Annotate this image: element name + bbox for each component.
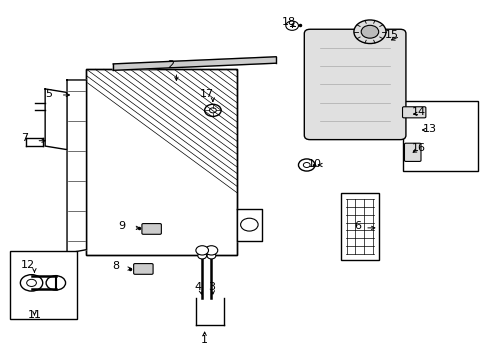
Circle shape <box>204 246 217 255</box>
Bar <box>402 102 477 171</box>
Polygon shape <box>67 80 86 253</box>
Text: 13: 13 <box>423 124 436 134</box>
Circle shape <box>196 246 208 255</box>
Text: 9: 9 <box>118 221 125 231</box>
Text: 16: 16 <box>411 143 425 153</box>
Text: 11: 11 <box>27 310 41 320</box>
FancyBboxPatch shape <box>304 29 405 140</box>
Text: 18: 18 <box>282 17 296 27</box>
Text: 12: 12 <box>21 260 35 270</box>
Polygon shape <box>113 57 276 70</box>
Polygon shape <box>45 89 67 150</box>
Polygon shape <box>237 208 261 241</box>
Text: 8: 8 <box>112 261 119 271</box>
Text: 1: 1 <box>201 335 208 345</box>
Circle shape <box>361 25 378 38</box>
Text: 5: 5 <box>45 89 52 99</box>
Bar <box>10 251 77 319</box>
Bar <box>340 193 378 260</box>
Circle shape <box>27 279 36 287</box>
FancyBboxPatch shape <box>404 143 420 161</box>
Circle shape <box>206 252 215 259</box>
FancyBboxPatch shape <box>133 264 153 274</box>
Circle shape <box>353 20 385 44</box>
Text: 14: 14 <box>411 107 425 117</box>
FancyBboxPatch shape <box>142 224 161 234</box>
Text: 3: 3 <box>207 282 215 292</box>
FancyBboxPatch shape <box>402 107 425 118</box>
Text: 10: 10 <box>307 158 321 168</box>
Bar <box>86 69 237 255</box>
Text: 4: 4 <box>194 282 202 292</box>
Circle shape <box>198 252 206 259</box>
Text: 2: 2 <box>167 60 174 70</box>
Text: 15: 15 <box>385 30 399 40</box>
Text: 6: 6 <box>354 221 361 231</box>
Circle shape <box>285 21 298 30</box>
Text: 7: 7 <box>21 133 28 143</box>
Bar <box>86 69 237 255</box>
Text: 17: 17 <box>199 89 213 99</box>
